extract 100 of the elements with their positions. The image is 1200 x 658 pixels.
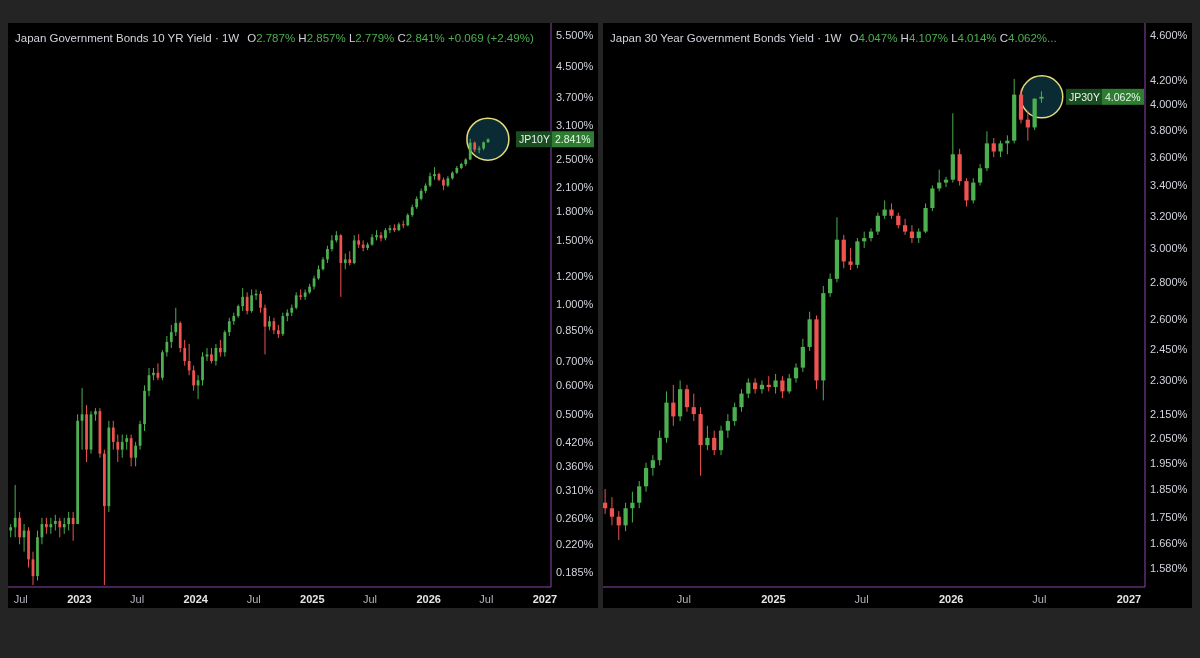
y-tick-label: 3.800% <box>1150 123 1188 136</box>
candlestick <box>800 338 805 373</box>
candlestick <box>241 287 245 312</box>
candlestick <box>111 420 115 451</box>
y-tick-label: 2.100% <box>556 181 594 193</box>
y-tick-label: 1.660% <box>1150 536 1188 549</box>
candlestick <box>259 290 262 314</box>
candlestick <box>787 373 792 395</box>
y-tick-label: 1.500% <box>556 234 594 247</box>
x-tick-label: 2024 <box>183 593 209 605</box>
candlestick <box>609 496 615 526</box>
candlestick <box>712 430 717 456</box>
candlestick <box>828 273 833 298</box>
x-tick-label: 2025 <box>761 593 786 605</box>
text: Japan Government Bonds 10 YR Yield · 1W <box>15 32 240 44</box>
y-tick-label: 4.500% <box>556 60 594 73</box>
y-tick-label: 2.300% <box>1150 374 1188 387</box>
text: Japan 30 Year Government Bonds Yield · 1W <box>610 32 842 44</box>
y-tick-label: 0.850% <box>556 324 594 337</box>
x-tick-label: Jul <box>1032 593 1047 605</box>
candlestick <box>882 199 887 220</box>
x-tick-label: Jul <box>246 593 261 605</box>
y-tick-label: 3.000% <box>1150 241 1188 254</box>
y-tick-label: 0.700% <box>556 354 594 367</box>
y-tick-label: 2.150% <box>1150 407 1188 420</box>
candlestick <box>848 247 853 271</box>
candlestick <box>192 365 195 392</box>
candlestick <box>468 138 472 161</box>
y-tick-label: 1.750% <box>1150 510 1188 523</box>
x-tick-label: Jul <box>130 593 145 605</box>
y-tick-label: 2.600% <box>1150 313 1188 326</box>
y-tick-label: 0.420% <box>556 435 594 448</box>
candlestick <box>971 177 976 204</box>
candlestick <box>129 434 133 467</box>
text: O4.047% H4.107% L4.014% C4.062%... <box>849 32 1057 44</box>
x-tick-label: Jul <box>854 593 869 605</box>
y-tick-label: 0.500% <box>556 408 594 421</box>
candlestick <box>903 218 908 236</box>
annotation: JP10Y 2.841% <box>519 133 591 146</box>
y-tick-label: 0.185% <box>556 565 594 578</box>
y-tick-label: 3.400% <box>1150 179 1188 192</box>
y-tick-label: 3.200% <box>1150 209 1188 222</box>
y-tick-label: 0.220% <box>556 538 594 551</box>
candlestick <box>657 430 662 466</box>
candlestick <box>303 288 307 301</box>
x-tick-label: 2026 <box>416 593 441 605</box>
y-tick-label: 2.450% <box>1150 342 1188 355</box>
candlestick <box>923 202 928 234</box>
candlestick <box>623 502 628 532</box>
candlestick <box>855 237 860 269</box>
annotation: JP30Y 4.062% <box>1069 90 1141 103</box>
candlestick <box>964 177 969 207</box>
candlestick <box>637 480 642 509</box>
candlestick <box>684 384 690 413</box>
candlestick <box>705 425 710 451</box>
candlestick <box>718 425 724 456</box>
x-tick-label: Jul <box>479 593 494 605</box>
candlestick <box>134 441 137 467</box>
candlestick <box>71 511 75 542</box>
candlestick <box>205 347 209 362</box>
candlestick <box>1039 90 1044 104</box>
x-tick-label: 2027 <box>1116 593 1142 605</box>
candlestick <box>299 288 303 301</box>
y-tick-label: 0.310% <box>556 483 594 496</box>
candlestick <box>746 377 751 399</box>
candlestick <box>165 335 169 358</box>
y-tick-label: 4.200% <box>1150 74 1188 87</box>
candlestick <box>630 491 635 523</box>
y-tick-label: 1.950% <box>1150 456 1188 469</box>
y-tick-label: 3.600% <box>1150 150 1188 163</box>
candlestick <box>780 375 785 399</box>
candlestick <box>433 166 436 181</box>
x-tick-label: 2025 <box>300 593 325 605</box>
y-tick-label: 0.360% <box>556 460 594 473</box>
y-tick-label: 1.000% <box>556 298 594 311</box>
y-tick-label: 0.600% <box>556 379 594 392</box>
candlestick <box>361 239 365 252</box>
candlestick <box>183 339 187 367</box>
candlestick <box>67 511 71 532</box>
y-tick-label: 1.580% <box>1150 561 1188 574</box>
candlestick <box>671 384 676 427</box>
x-tick-label: 2027 <box>532 593 558 605</box>
x-tick-label: 2023 <box>67 593 92 605</box>
text: O2.787% H2.857% L2.779% C2.841% +0.069 (+2.49%) <box>247 32 534 44</box>
candlestick <box>991 137 996 158</box>
candlestick <box>943 176 949 188</box>
y-tick-label: 1.800% <box>556 205 594 218</box>
x-tick-label: 2026 <box>938 593 964 605</box>
candlestick <box>875 212 880 236</box>
candlestick <box>223 329 227 358</box>
candlestick <box>18 511 22 545</box>
candlestick <box>643 462 649 493</box>
candlestick <box>116 434 120 463</box>
candlestick <box>49 517 53 535</box>
y-tick-label: 1.850% <box>1150 482 1188 495</box>
y-tick-label: 2.500% <box>556 153 594 166</box>
x-tick-label: Jul <box>676 593 691 605</box>
candlestick <box>245 291 249 315</box>
candlestick <box>169 324 173 349</box>
y-tick-label: 4.600% <box>1150 28 1188 41</box>
